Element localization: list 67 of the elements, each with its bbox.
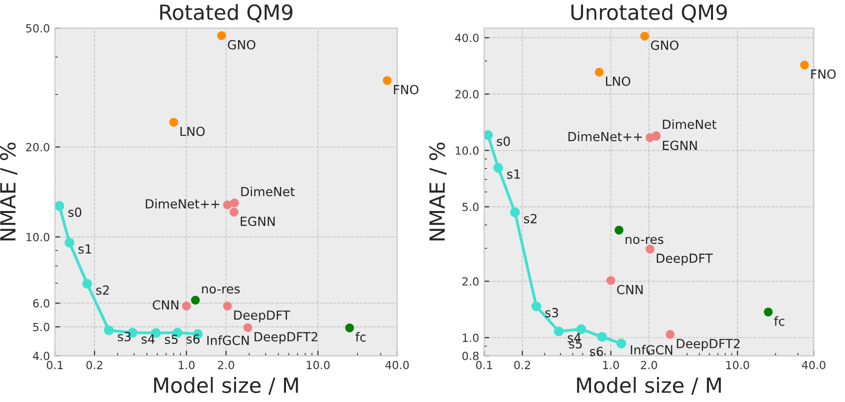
x-tick-label: 1.0 [178, 360, 195, 370]
x-tick-label: 40.0 [802, 360, 826, 370]
data-label: s2 [524, 214, 537, 224]
x-tick-label: 40.0 [385, 360, 409, 370]
y-tick-label: 2.0 [462, 277, 479, 286]
data-label: s1 [507, 170, 520, 179]
series-label: DimeNet [662, 119, 716, 130]
data-label: s4 [142, 334, 155, 344]
x-tick-label: 0.1 [46, 360, 63, 370]
y-tick-label: 50.0 [26, 24, 50, 33]
x-tick-label: 10.0 [726, 360, 750, 370]
data-label: InfGCN [207, 335, 249, 346]
data-label: s3 [118, 332, 131, 342]
data-label: s6 [590, 346, 603, 356]
y-tick-label: 20.0 [26, 142, 50, 152]
x-tick-label: 0.1 [476, 360, 492, 370]
y-tick-label: 40.0 [455, 34, 479, 42]
series-label: DimeNet++ [146, 198, 220, 209]
y-tick-label: 5.0 [33, 322, 50, 332]
x-axis-title: Model size / M [154, 376, 298, 395]
y-tick-label: 1.0 [462, 334, 479, 342]
series-label: DimeNet [241, 186, 295, 196]
x-tick-label: 0.2 [514, 360, 530, 370]
y-tick-label: 10.0 [26, 232, 50, 242]
y-tick-label: 20.0 [455, 90, 479, 98]
series-label: fc [774, 316, 784, 326]
data-label: s1 [78, 244, 92, 254]
series-label: fc [355, 332, 366, 342]
data-label: s2 [96, 285, 109, 295]
series-label: FNO [394, 84, 418, 94]
y-axis-title: NMAE / % [0, 142, 18, 240]
series-label: LNO [606, 76, 630, 86]
y-tick-label: 5.0 [462, 202, 479, 212]
x-tick-label: 2.0 [218, 360, 234, 370]
data-label: s0 [68, 208, 82, 217]
series-label: DeepDFT2 [254, 332, 318, 344]
x-axis-title: Model size / M [577, 376, 721, 395]
data-label: s0 [496, 136, 510, 146]
series-label: FNO [811, 69, 836, 79]
y-axis-title: NMAE / % [429, 142, 447, 240]
data-label: s3 [545, 308, 558, 318]
series-label: LNO [180, 126, 205, 136]
series-label: GNO [228, 40, 256, 50]
data-label: InfGCN [630, 344, 672, 355]
series-label: no-res [626, 236, 664, 244]
chart-title: Unrotated QM9 [571, 4, 727, 22]
series-label: DeepDFT [656, 254, 713, 266]
series-label: EGNN [662, 140, 697, 150]
series-label: CNN [617, 284, 643, 294]
y-tick-label: 4.0 [32, 352, 50, 360]
series-label: no-res [202, 286, 240, 294]
data-label: s6 [186, 334, 200, 344]
chart-title: Rotated QM9 [160, 4, 292, 22]
x-tick-label: 1.0 [603, 360, 619, 370]
series-label: DeepDFT2 [676, 338, 740, 351]
x-tick-label: 10.0 [306, 360, 330, 370]
y-tick-label: 6.0 [33, 299, 50, 308]
x-tick-label: 2.0 [640, 360, 658, 370]
series-label: DeepDFT [234, 310, 290, 322]
y-tick-label: 10.0 [456, 146, 479, 155]
series-label: DimeNet++ [568, 132, 642, 142]
series-label: GNO [650, 40, 678, 50]
series-label: CNN [152, 300, 178, 310]
series-label: EGNN [240, 216, 275, 226]
data-label: s5 [164, 334, 178, 344]
x-tick-label: 0.2 [86, 360, 102, 370]
y-tick-label: 0.8 [462, 352, 479, 360]
